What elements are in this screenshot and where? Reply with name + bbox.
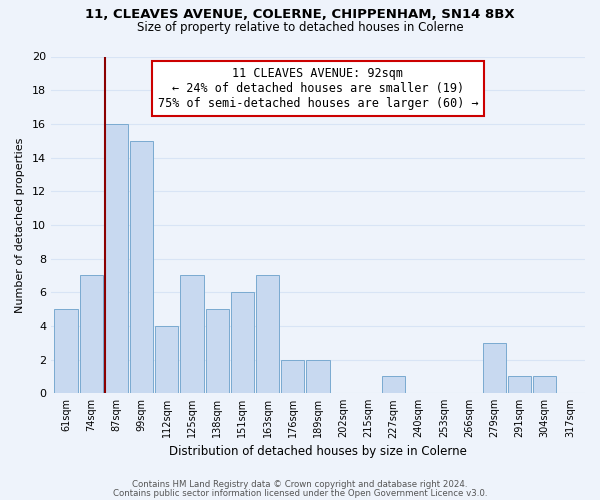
Bar xyxy=(206,309,229,393)
Bar xyxy=(307,360,329,393)
Bar xyxy=(130,140,153,393)
X-axis label: Distribution of detached houses by size in Colerne: Distribution of detached houses by size … xyxy=(169,444,467,458)
Bar xyxy=(508,376,531,393)
Bar xyxy=(382,376,405,393)
Bar xyxy=(155,326,178,393)
Bar xyxy=(55,309,77,393)
Text: Contains HM Land Registry data © Crown copyright and database right 2024.: Contains HM Land Registry data © Crown c… xyxy=(132,480,468,489)
Bar xyxy=(80,276,103,393)
Bar xyxy=(281,360,304,393)
Bar xyxy=(483,342,506,393)
Y-axis label: Number of detached properties: Number of detached properties xyxy=(15,137,25,312)
Text: Size of property relative to detached houses in Colerne: Size of property relative to detached ho… xyxy=(137,21,463,34)
Bar xyxy=(533,376,556,393)
Bar xyxy=(256,276,279,393)
Text: 11 CLEAVES AVENUE: 92sqm
← 24% of detached houses are smaller (19)
75% of semi-d: 11 CLEAVES AVENUE: 92sqm ← 24% of detach… xyxy=(158,66,478,110)
Text: 11, CLEAVES AVENUE, COLERNE, CHIPPENHAM, SN14 8BX: 11, CLEAVES AVENUE, COLERNE, CHIPPENHAM,… xyxy=(85,8,515,20)
Bar xyxy=(105,124,128,393)
Bar xyxy=(181,276,203,393)
Text: Contains public sector information licensed under the Open Government Licence v3: Contains public sector information licen… xyxy=(113,488,487,498)
Bar xyxy=(231,292,254,393)
